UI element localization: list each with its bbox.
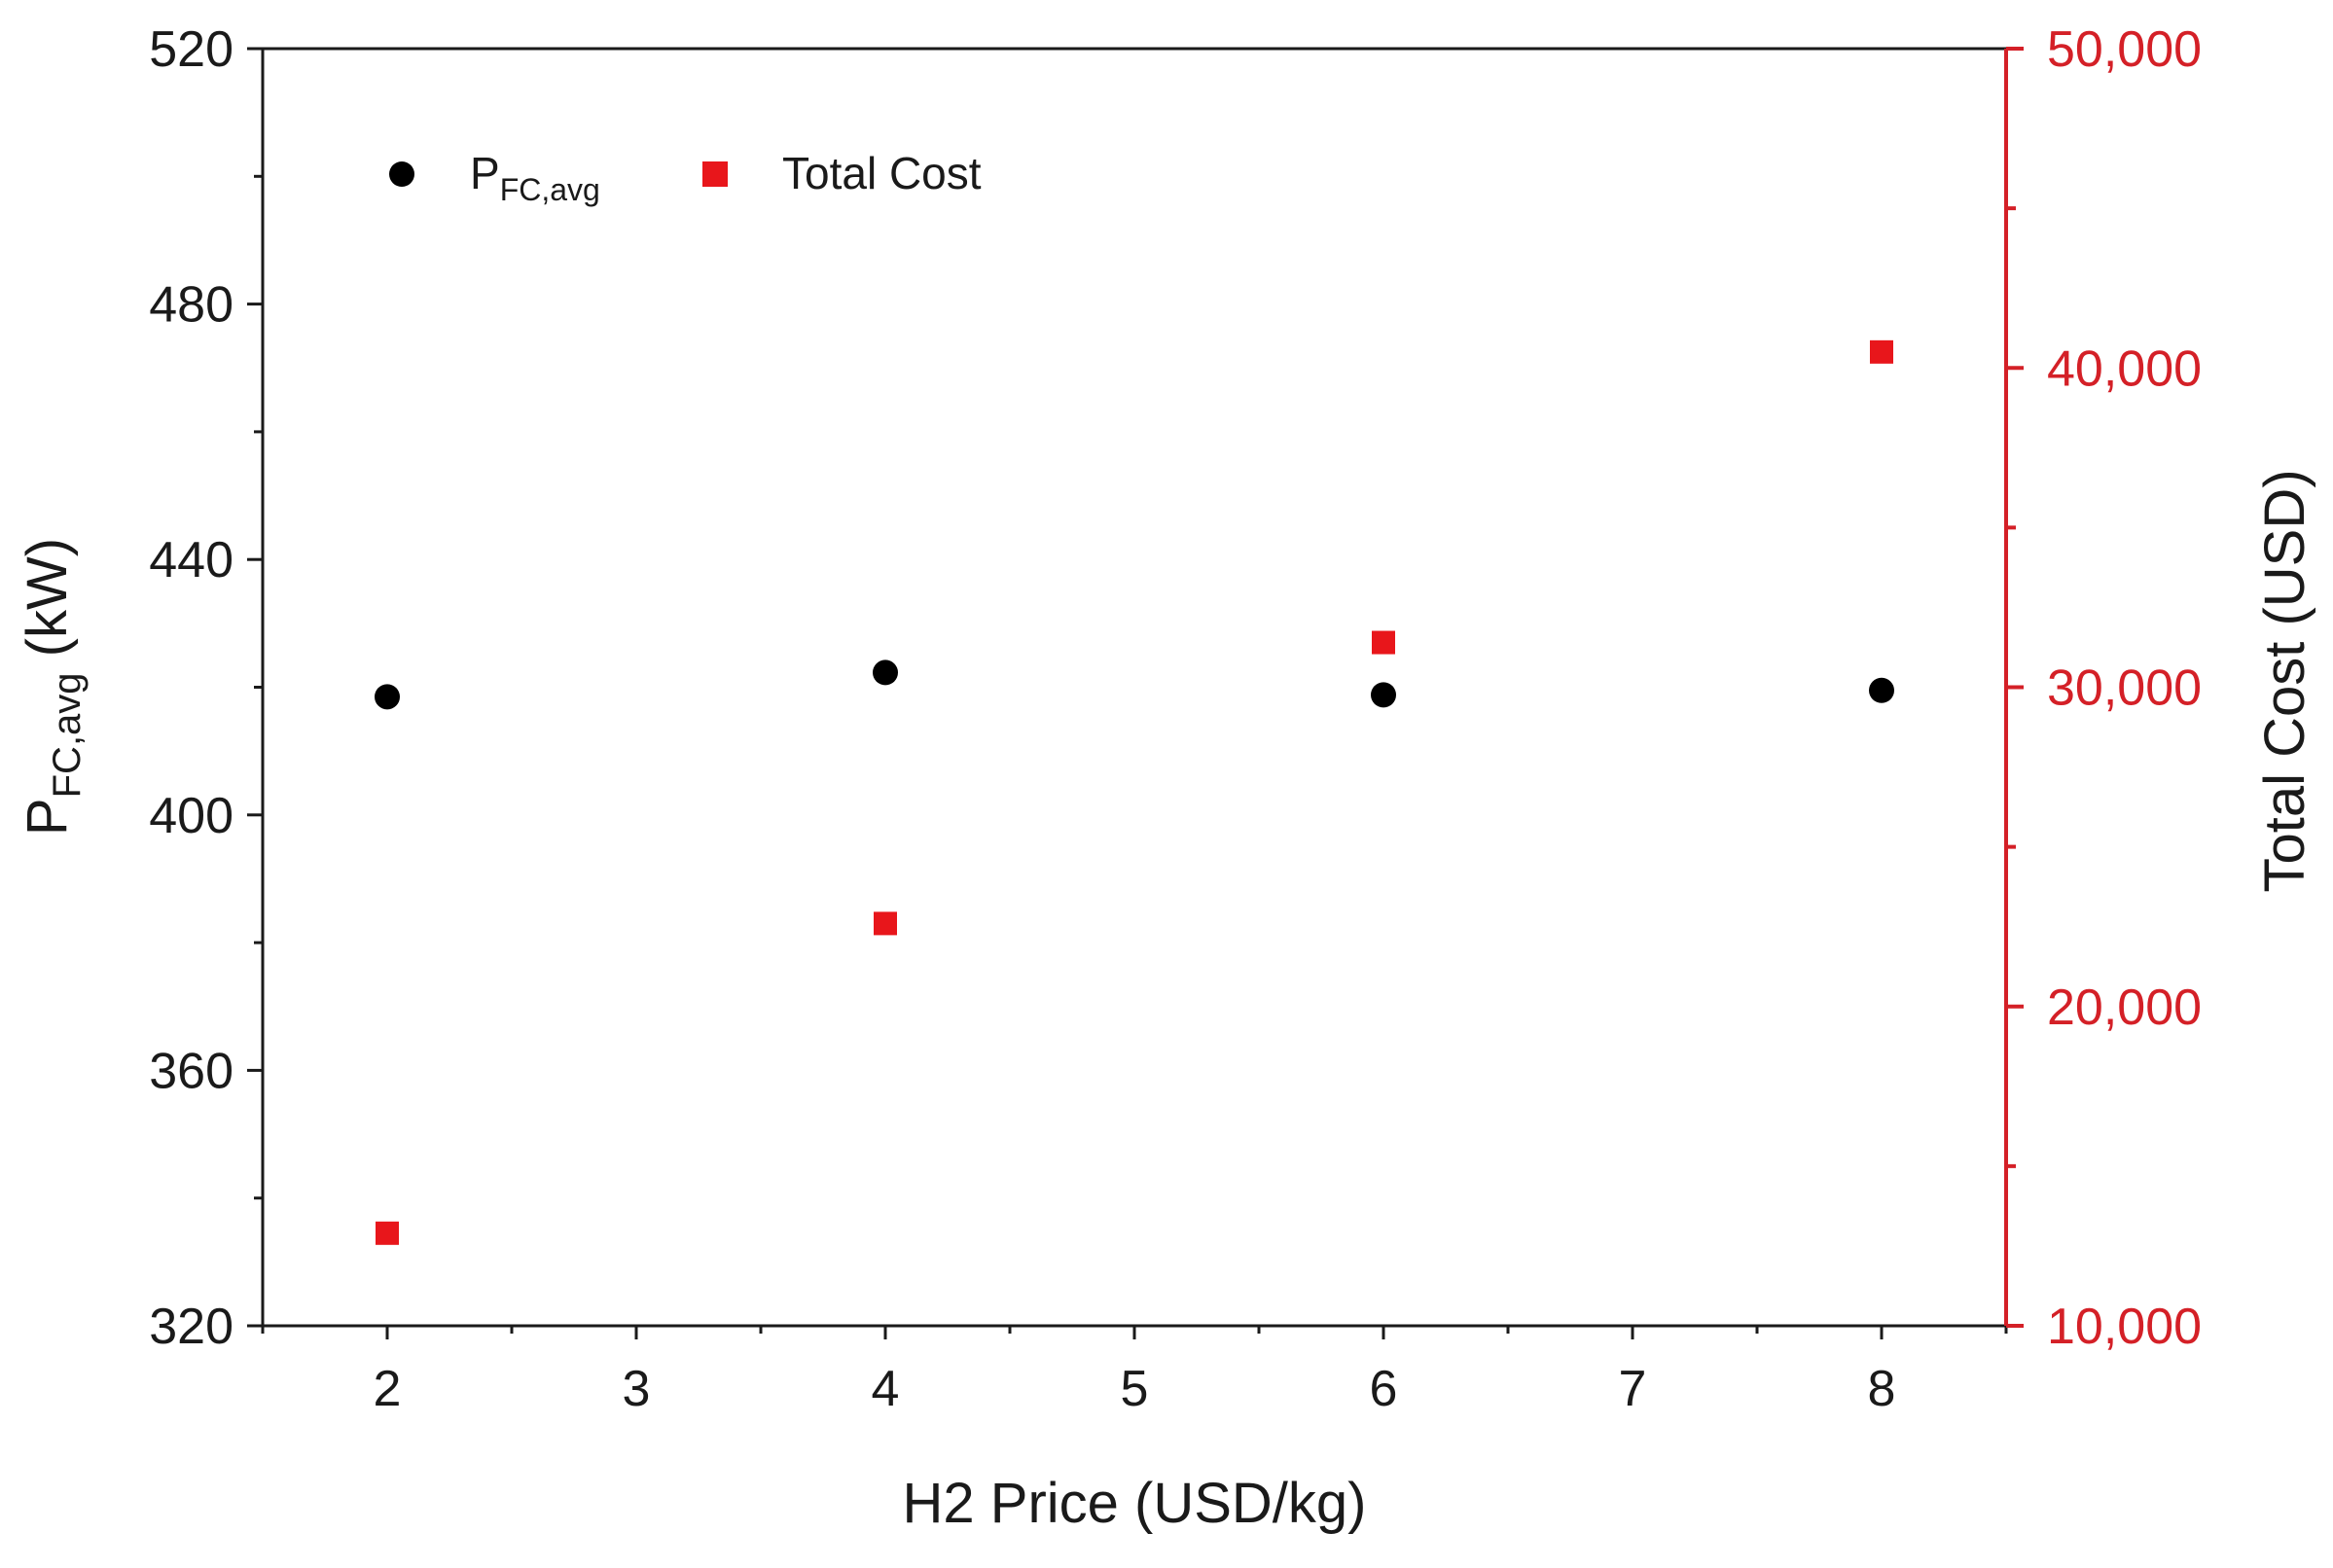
y-left-title-main: P [16,798,79,836]
y-left-axis-title: PFC,avg (kW) [16,538,89,836]
legend-label-pfc: PFC,avg [470,148,600,207]
x-tick-label: 8 [1868,1361,1896,1417]
y-right-axis-ticks: 10,000 20,000 30,000 40,000 50,000 [2006,21,2202,1355]
y-right-axis-title: Total Cost (USD) [2253,469,2316,892]
pfc-avg-point [873,659,898,686]
x-tick-label: 4 [872,1361,900,1417]
x-tick-label: 6 [1370,1361,1398,1417]
pfc-avg-point [375,684,400,710]
legend: PFC,avg Total Cost [389,148,982,207]
legend-marker-circle [389,161,414,187]
y-left-tick-label: 480 [149,277,233,334]
total-cost-point [376,1221,399,1245]
y-right-tick-label: 30,000 [2047,660,2202,717]
total-cost-point [1372,630,1395,655]
y-right-tick-label: 10,000 [2047,1299,2202,1355]
y-left-tick-label: 440 [149,532,233,588]
legend-pfc-main: P [470,148,500,198]
y-left-title-sub: FC,avg [46,672,89,798]
total-cost-point [874,911,897,936]
y-left-tick-label: 360 [149,1043,233,1099]
x-tick-label: 5 [1121,1361,1149,1417]
legend-pfc-sub: FC,avg [500,172,600,207]
x-tick-label: 7 [1619,1361,1647,1417]
y-right-tick-label: 50,000 [2047,21,2202,78]
x-axis-title: H2 Price (USD/kg) [903,1472,1367,1535]
pfc-avg-point [1869,677,1894,703]
plot-frame [261,47,2008,1328]
legend-label-total-cost: Total Cost [782,148,982,198]
y-left-axis-ticks: 320 360 400 440 480 520 [149,21,263,1355]
x-tick-label: 2 [374,1361,402,1417]
y-left-tick-label: 320 [149,1299,233,1355]
y-right-tick-label: 40,000 [2047,340,2202,397]
data-marks [375,339,1894,1245]
y-left-title-unit: (kW) [16,538,79,673]
legend-marker-square [702,161,728,187]
y-left-tick-label: 520 [149,21,233,78]
y-left-tick-label: 400 [149,788,233,844]
total-cost-point [1870,339,1893,364]
x-axis-ticks: 2 3 4 5 6 7 8 [261,1326,2008,1417]
y-right-tick-label: 20,000 [2047,980,2202,1036]
x-tick-label: 3 [623,1361,651,1417]
pfc-avg-point [1371,682,1396,708]
